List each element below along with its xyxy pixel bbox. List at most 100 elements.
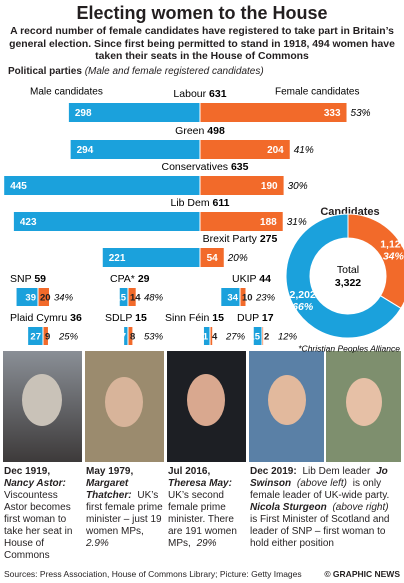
bar-male (16, 288, 38, 306)
male-value: 298 (75, 108, 92, 119)
party-label-part: Labour (173, 88, 206, 100)
party-label-part: 498 (207, 125, 225, 137)
party-label-part: Brexit Party (203, 233, 258, 245)
male-value: 423 (20, 217, 37, 228)
bar-female (38, 288, 49, 306)
party-label-part: 15 (135, 312, 147, 324)
bar-female (262, 327, 264, 345)
party-label: Brexit Party 275 (203, 233, 278, 245)
female-value: 204 (267, 145, 284, 156)
male-value: 7 (121, 332, 126, 343)
caption-text: Theresa May: (168, 478, 232, 489)
sources: Sources: Press Association, House of Com… (4, 569, 216, 579)
subtitle: A record number of female candidates hav… (9, 26, 395, 63)
party-label: UKIP 44 (232, 273, 271, 285)
female-value: 2 (264, 332, 269, 343)
slice-share: 66% (292, 301, 314, 313)
caption-text: (above right) (332, 502, 389, 513)
female-share: 53% (144, 332, 164, 343)
female-share: 30% (288, 181, 308, 192)
party-label-part: Plaid Cymru (10, 312, 67, 324)
photo-face (268, 375, 306, 425)
female-share: 53% (351, 108, 371, 119)
male-value: 15 (115, 293, 126, 304)
female-share: 34% (54, 293, 74, 304)
party-label-part: SDLP (105, 312, 132, 324)
party-label: Lib Dem 611 (171, 197, 230, 209)
bar-male (68, 103, 200, 122)
party-label-part: 275 (260, 233, 278, 245)
party-label: Conservatives 635 (162, 161, 249, 173)
party-label-part: 635 (231, 161, 249, 173)
caption-text: Jo Swinson (250, 466, 388, 489)
caption-text: Nancy Astor: (4, 478, 66, 489)
caption-text: UK’s second female prime minister. There… (168, 490, 237, 549)
female-share: 20% (227, 253, 248, 264)
caption-text: (above left) (296, 478, 347, 489)
party-label-part: Lib Dem (171, 197, 210, 209)
bar-female (200, 176, 284, 195)
slice-share: 34% (383, 250, 404, 262)
male-value: 221 (109, 253, 126, 264)
bar-male (4, 176, 201, 195)
male-value: 39 (25, 293, 36, 304)
caption-text: Dec 1919, (4, 466, 51, 477)
male-value: 11 (198, 332, 209, 343)
total-label: Total (337, 264, 359, 276)
bar-male (70, 140, 200, 159)
female-share: 23% (255, 293, 276, 304)
bar-female (200, 140, 290, 159)
party-label-part: 17 (262, 312, 274, 324)
female-share: 31% (287, 217, 307, 228)
caption: Jul 2016, Theresa May: UK’s second femal… (168, 466, 246, 550)
bar-male (119, 288, 128, 306)
party-label: Plaid Cymru 36 (10, 312, 82, 324)
total-value: 3,322 (335, 277, 361, 289)
caption-text: UK’s first female prime minister – just … (86, 490, 163, 537)
party-label-part: 44 (259, 273, 271, 285)
slice-value: 1,120 (380, 238, 404, 250)
bar-female (200, 212, 283, 231)
caption-text: May 1979, (86, 466, 134, 477)
female-share: 48% (144, 293, 164, 304)
bar-male (203, 327, 210, 345)
party-label-part: 15 (212, 312, 224, 324)
bar-female (128, 288, 136, 306)
section-title: Political parties (8, 66, 82, 77)
pie-slice (285, 213, 402, 339)
party-label-part: 36 (70, 312, 82, 324)
photo-face (22, 374, 62, 426)
caption-text: 2.9% (86, 538, 109, 549)
bar-male (102, 248, 200, 267)
party-label-part: Conservatives (162, 161, 229, 173)
bar-male (124, 327, 128, 345)
party-label: Green 498 (175, 125, 225, 137)
legend-female: Female candidates (275, 87, 360, 98)
section-note: (Male and female registered candidates) (84, 66, 264, 77)
bar-female (128, 327, 133, 345)
slice-value: 2,202 (290, 289, 316, 301)
bar-male (28, 327, 43, 345)
caption-text: Nicola Sturgeon (250, 502, 327, 513)
section-heading: Political parties (Male and female regis… (8, 66, 264, 77)
party-label: SNP 59 (10, 273, 46, 285)
party-label-part: CPA* (110, 273, 135, 285)
female-value: 190 (261, 181, 278, 192)
party-label: SDLP 15 (105, 312, 147, 324)
bar-female (200, 248, 224, 267)
party-label: DUP 17 (237, 312, 274, 324)
female-share: 12% (278, 332, 298, 343)
female-value: 54 (207, 253, 219, 264)
female-value: 4 (212, 332, 218, 343)
female-value: 20 (40, 293, 51, 304)
female-share: 27% (225, 332, 246, 343)
party-label-part: 29 (138, 273, 150, 285)
caption-text: is First Minister of Scotland and leader… (250, 514, 390, 549)
pie-slice (347, 213, 404, 309)
caption-text: Dec 2019: (250, 466, 297, 477)
female-value: 10 (242, 293, 253, 304)
female-share: 25% (58, 332, 79, 343)
caption-text: Jul 2016, (168, 466, 211, 477)
male-value: 15 (249, 332, 260, 343)
